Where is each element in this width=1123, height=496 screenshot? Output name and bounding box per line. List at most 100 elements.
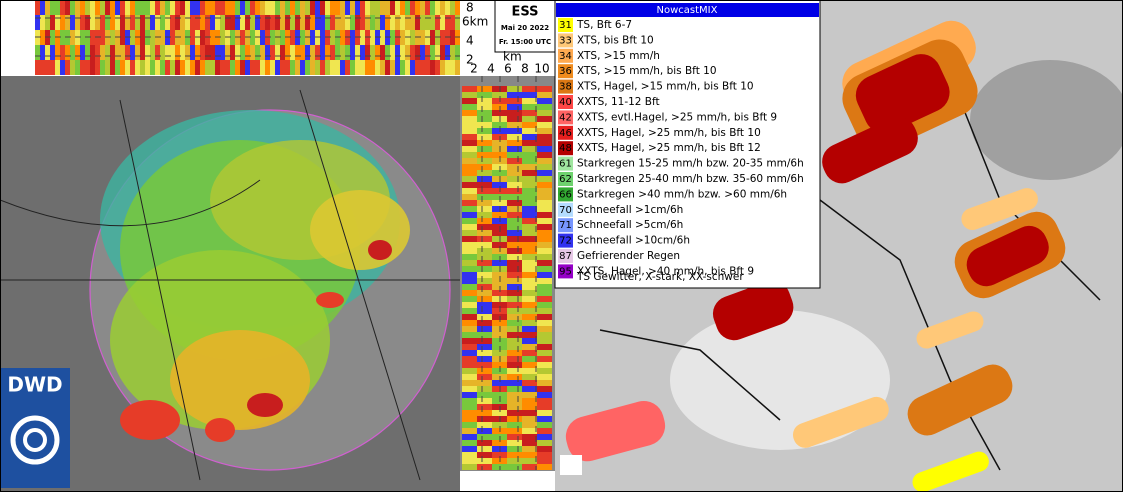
profile-cell: [492, 182, 507, 188]
profile-cell: [477, 416, 492, 422]
profile-cell: [150, 60, 155, 75]
profile-cell: [65, 0, 70, 15]
profile-cell: [522, 230, 537, 236]
profile-cell: [165, 60, 170, 75]
profile-cell: [462, 230, 477, 236]
profile-cell: [240, 30, 245, 45]
profile-cell: [522, 422, 537, 428]
profile-cell: [200, 60, 205, 75]
profile-cell: [430, 15, 435, 30]
profile-cell: [305, 45, 310, 60]
profile-cell: [477, 362, 492, 368]
legend-swatch: [558, 172, 573, 186]
profile-cell: [295, 0, 300, 15]
profile-cell: [537, 434, 552, 440]
profile-cell: [477, 404, 492, 410]
profile-cell: [400, 30, 405, 45]
station: ESS: [511, 5, 538, 20]
range-label: 8: [521, 62, 529, 76]
profile-cell: [325, 60, 330, 75]
profile-cell: [522, 194, 537, 200]
profile-cell: [220, 15, 225, 30]
profile-cell: [315, 45, 320, 60]
profile-cell: [120, 15, 125, 30]
profile-cell: [225, 60, 230, 75]
profile-cell: [335, 15, 340, 30]
profile-cell: [115, 15, 120, 30]
profile-cell: [200, 30, 205, 45]
profile-cell: [522, 272, 537, 278]
profile-cell: [462, 434, 477, 440]
profile-cell: [507, 236, 522, 242]
profile-cell: [240, 0, 245, 15]
profile-cell: [537, 308, 552, 314]
profile-cell: [150, 0, 155, 15]
legend-label: XTS, >15 mm/h, bis Bft 10: [577, 65, 717, 77]
profile-cell: [492, 212, 507, 218]
legend-swatch: [558, 233, 573, 248]
profile-cell: [365, 15, 370, 30]
time: Fr. 15:00 UTC: [499, 38, 551, 46]
profile-cell: [507, 296, 522, 302]
profile-cell: [205, 45, 210, 60]
storm-cell: [961, 188, 1038, 230]
profile-cell: [185, 45, 190, 60]
profile-cell: [360, 60, 365, 75]
profile-cell: [507, 206, 522, 212]
profile-cell: [462, 398, 477, 404]
profile-cell: [537, 464, 552, 470]
profile-cell: [100, 15, 105, 30]
profile-cell: [477, 320, 492, 326]
profile-cell: [255, 15, 260, 30]
profile-cell: [115, 0, 120, 15]
profile-cell: [145, 0, 150, 15]
profile-cell: [330, 60, 335, 75]
profile-cell: [360, 30, 365, 45]
profile-cell: [405, 60, 410, 75]
profile-cell: [522, 248, 537, 254]
profile-cell: [185, 0, 190, 15]
profile-cell: [45, 15, 50, 30]
profile-cell: [155, 0, 160, 15]
profile-cell: [477, 236, 492, 242]
legend-label: XTS, >15 mm/h: [577, 50, 660, 62]
profile-cell: [420, 30, 425, 45]
profile-cell: [65, 15, 70, 30]
profile-cell: [492, 320, 507, 326]
profile-cell: [462, 344, 477, 350]
profile-cell: [355, 60, 360, 75]
profile-cell: [90, 30, 95, 45]
profile-cell: [240, 60, 245, 75]
profile-cell: [140, 15, 145, 30]
storm-cell: [792, 396, 889, 448]
profile-cell: [370, 15, 375, 30]
profile-cell: [522, 320, 537, 326]
profile-cell: [522, 368, 537, 374]
profile-cell: [135, 45, 140, 60]
profile-cell: [462, 182, 477, 188]
profile-cell: [140, 0, 145, 15]
legend-code: 72: [559, 236, 572, 247]
profile-cell: [360, 0, 365, 15]
profile-cell: [375, 15, 380, 30]
profile-cell: [130, 0, 135, 15]
profile-cell: [220, 30, 225, 45]
profile-cell: [170, 60, 175, 75]
range-label: 2: [470, 62, 478, 76]
profile-cell: [55, 15, 60, 30]
profile-cell: [415, 45, 420, 60]
profile-cell: [462, 260, 477, 266]
profile-cell: [185, 15, 190, 30]
profile-cell: [235, 15, 240, 30]
profile-cell: [425, 0, 430, 15]
profile-cell: [390, 15, 395, 30]
profile-cell: [160, 30, 165, 45]
range-axis: 2 4 6 8 10: [470, 62, 549, 76]
legend-swatch: [558, 33, 573, 48]
header-box: [494, 0, 556, 53]
profile-cell: [522, 434, 537, 440]
profile-cell: [492, 362, 507, 368]
profile-cell: [537, 380, 552, 386]
profile-cell: [225, 0, 230, 15]
profile-cell: [507, 368, 522, 374]
